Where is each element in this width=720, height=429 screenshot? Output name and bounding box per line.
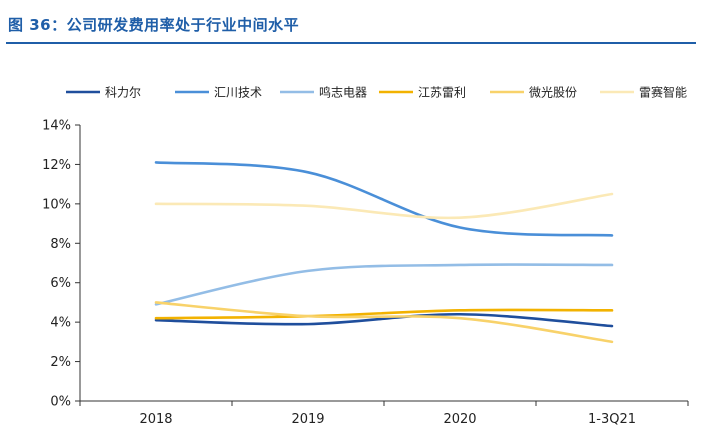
series-line-3: [154, 308, 614, 320]
legend-label: 科力尔: [105, 85, 141, 100]
legend-label: 汇川技术: [214, 86, 262, 100]
x-tick-label: 2020: [443, 412, 476, 427]
figure-caption: 图 36：公司研发费用率处于行业中间水平: [8, 16, 300, 34]
y-tick-label: 2%: [50, 355, 71, 370]
y-tick-label: 4%: [50, 316, 71, 331]
series-line-5: [154, 192, 614, 220]
y-tick-label: 14%: [42, 119, 71, 134]
legend-label: 微光股份: [529, 86, 577, 100]
series-line-4: [154, 301, 614, 344]
caption-divider: [6, 42, 696, 44]
legend-label: 江苏雷利: [418, 86, 466, 100]
series-line-1: [154, 161, 614, 237]
y-tick-label: 12%: [42, 158, 71, 173]
chart-series: [154, 161, 614, 344]
x-tick-label: 2018: [139, 412, 172, 427]
y-tick-label: 8%: [50, 237, 71, 252]
x-tick-label: 2019: [291, 412, 324, 427]
chart-legend: 科力尔 汇川技术 鸣志电器 江苏雷利 微光股份 雷赛智能: [66, 85, 687, 100]
y-tick-label: 6%: [50, 276, 71, 291]
x-tick-label: 1-3Q21: [588, 412, 636, 427]
legend-label: 雷赛智能: [639, 85, 687, 100]
series-line-2: [154, 263, 614, 306]
y-tick-label: 10%: [42, 197, 71, 212]
series-line-0: [154, 312, 614, 328]
y-tick-label: 0%: [50, 395, 71, 410]
legend-label: 鸣志电器: [319, 85, 367, 100]
chart-axes: 0% 2% 4% 6% 8% 10% 12% 14% 2018 2019 2020 1-3Q21: [42, 119, 689, 427]
